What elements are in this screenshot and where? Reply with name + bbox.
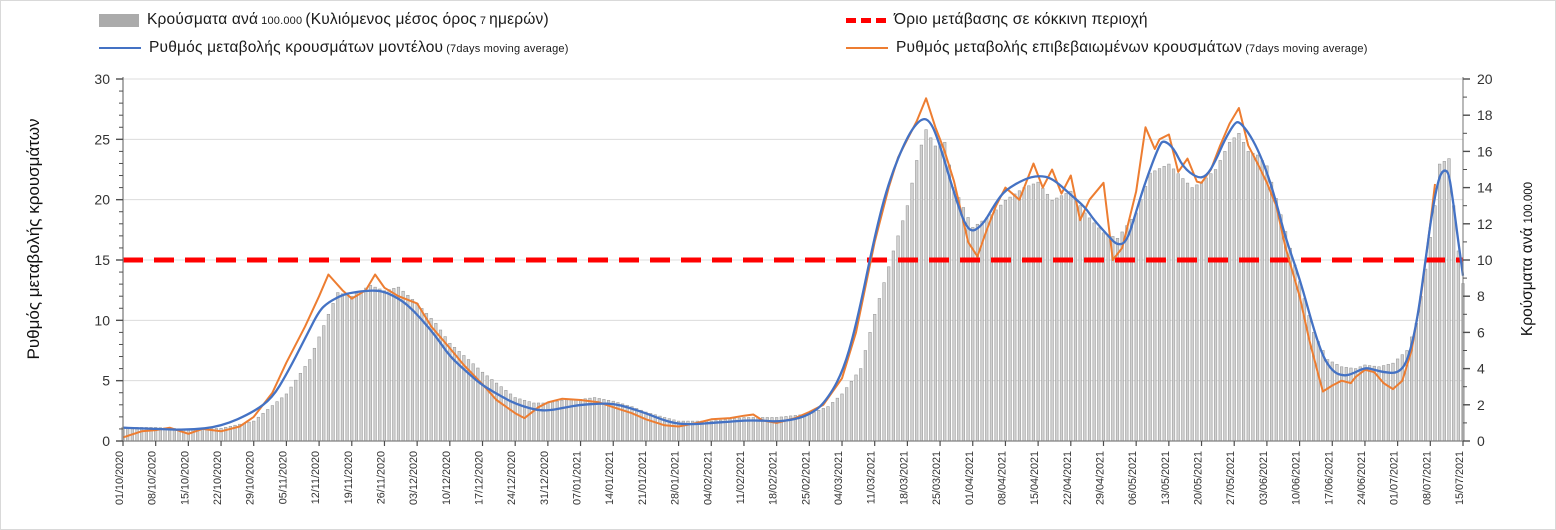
- threshold-legend-label: Όριο μετάβασης σε κόκκινη περιοχή: [894, 11, 1148, 28]
- x-axis-label: 15/04/2021: [1029, 451, 1041, 505]
- x-axis-label: 19/11/2020: [343, 451, 355, 504]
- svg-text:5: 5: [102, 373, 110, 389]
- svg-text:15: 15: [94, 252, 110, 268]
- x-axis-label: 01/04/2021: [964, 451, 976, 505]
- x-axis-label: 18/03/2021: [898, 451, 910, 505]
- x-axis-label: 29/04/2021: [1094, 451, 1106, 505]
- x-axis-label: 26/11/2020: [375, 451, 387, 504]
- svg-text:18: 18: [1477, 107, 1493, 123]
- x-axis-label: 27/05/2021: [1225, 451, 1237, 505]
- model-legend-label: Ρυθμός μεταβολής κρουσμάτων μοντέλου (7da…: [149, 39, 569, 56]
- x-axis-label: 11/03/2021: [866, 451, 878, 504]
- x-axis-label: 17/12/2020: [474, 451, 486, 505]
- legend-item-model: Ρυθμός μεταβολής κρουσμάτων μοντέλου (7da…: [99, 39, 572, 57]
- x-axis-label: 03/06/2021: [1258, 451, 1270, 505]
- svg-text:0: 0: [102, 433, 110, 449]
- threshold-legend-dash-icon: [846, 17, 886, 23]
- x-axis-label: 15/07/2021: [1454, 451, 1466, 505]
- x-axis-label: 01/10/2020: [114, 451, 126, 505]
- x-axis-label: 22/04/2021: [1062, 451, 1074, 505]
- svg-text:14: 14: [1477, 180, 1493, 196]
- x-axis-label: 21/01/2021: [637, 451, 649, 505]
- x-axis-label: 04/02/2021: [702, 451, 714, 505]
- x-axis-label: 17/06/2021: [1323, 451, 1335, 505]
- x-axis-label: 25/03/2021: [931, 451, 943, 505]
- svg-text:10: 10: [1477, 252, 1493, 268]
- x-axis-label: 31/12/2020: [539, 451, 551, 505]
- x-axis-label: 04/03/2021: [833, 451, 845, 505]
- x-axis-label: 24/12/2020: [506, 451, 518, 505]
- x-axis-label: 05/11/2020: [277, 451, 289, 504]
- x-axis-label: 13/05/2021: [1160, 451, 1172, 505]
- x-axis-label: 08/04/2021: [996, 451, 1008, 505]
- x-axis-label: 07/01/2021: [572, 451, 584, 505]
- confirmed-line: [122, 97, 1436, 439]
- x-axis-label: 14/01/2021: [604, 451, 616, 505]
- x-axis-label: 28/01/2021: [670, 451, 682, 505]
- bars-legend-label: Κρούσματα ανά 100.000 (Κυλιόμενος μέσος όρ…: [147, 11, 549, 28]
- x-axis-label: 12/11/2020: [310, 451, 322, 504]
- svg-text:20: 20: [1477, 71, 1493, 87]
- bars-legend-swatch-icon: [99, 13, 139, 27]
- x-axis-label: 20/05/2021: [1193, 451, 1205, 505]
- svg-text:25: 25: [94, 131, 110, 147]
- x-axis-label: 10/12/2020: [441, 451, 453, 505]
- x-axis-label: 11/02/2021: [735, 451, 747, 504]
- x-axis-label: 29/10/2020: [245, 451, 257, 505]
- x-axis-label: 06/05/2021: [1127, 451, 1139, 505]
- svg-text:16: 16: [1477, 143, 1493, 159]
- svg-text:4: 4: [1477, 361, 1485, 377]
- x-axis-label: 01/07/2021: [1389, 451, 1401, 505]
- model-line-legend-marker-icon: [99, 47, 141, 49]
- legend-item-bars: Κρούσματα ανά 100.000 (Κυλιόμενος μέσος όρ…: [99, 11, 549, 29]
- svg-text:6: 6: [1477, 324, 1485, 340]
- legend-item-confirmed: Ρυθμός μεταβολής επιβεβαιωμένων κρουσμάτ…: [846, 39, 1371, 57]
- x-axis-label: 08/07/2021: [1421, 451, 1433, 505]
- svg-text:12: 12: [1477, 216, 1493, 232]
- svg-text:8: 8: [1477, 288, 1485, 304]
- legend-item-threshold: Όριο μετάβασης σε κόκκινη περιοχή: [846, 11, 1148, 29]
- x-axis-label: 25/02/2021: [800, 451, 812, 505]
- svg-text:10: 10: [94, 312, 110, 328]
- x-axis-label: 10/06/2021: [1291, 451, 1303, 505]
- model-line: [122, 117, 1465, 431]
- svg-text:20: 20: [94, 192, 110, 208]
- svg-text:2: 2: [1477, 397, 1485, 413]
- confirmed-line-legend-marker-icon: [846, 47, 888, 49]
- confirmed-legend-label: Ρυθμός μεταβολής επιβεβαιωμένων κρουσμάτ…: [896, 39, 1368, 56]
- x-axis-label: 22/10/2020: [212, 451, 224, 505]
- svg-text:30: 30: [94, 71, 110, 87]
- svg-text:0: 0: [1477, 433, 1485, 449]
- x-axis-label: 24/06/2021: [1356, 451, 1368, 505]
- x-axis-label: 18/02/2021: [768, 451, 780, 505]
- x-axis-label: 15/10/2020: [179, 451, 191, 505]
- x-axis-label: 08/10/2020: [147, 451, 159, 505]
- x-axis-label: 03/12/2020: [408, 451, 420, 505]
